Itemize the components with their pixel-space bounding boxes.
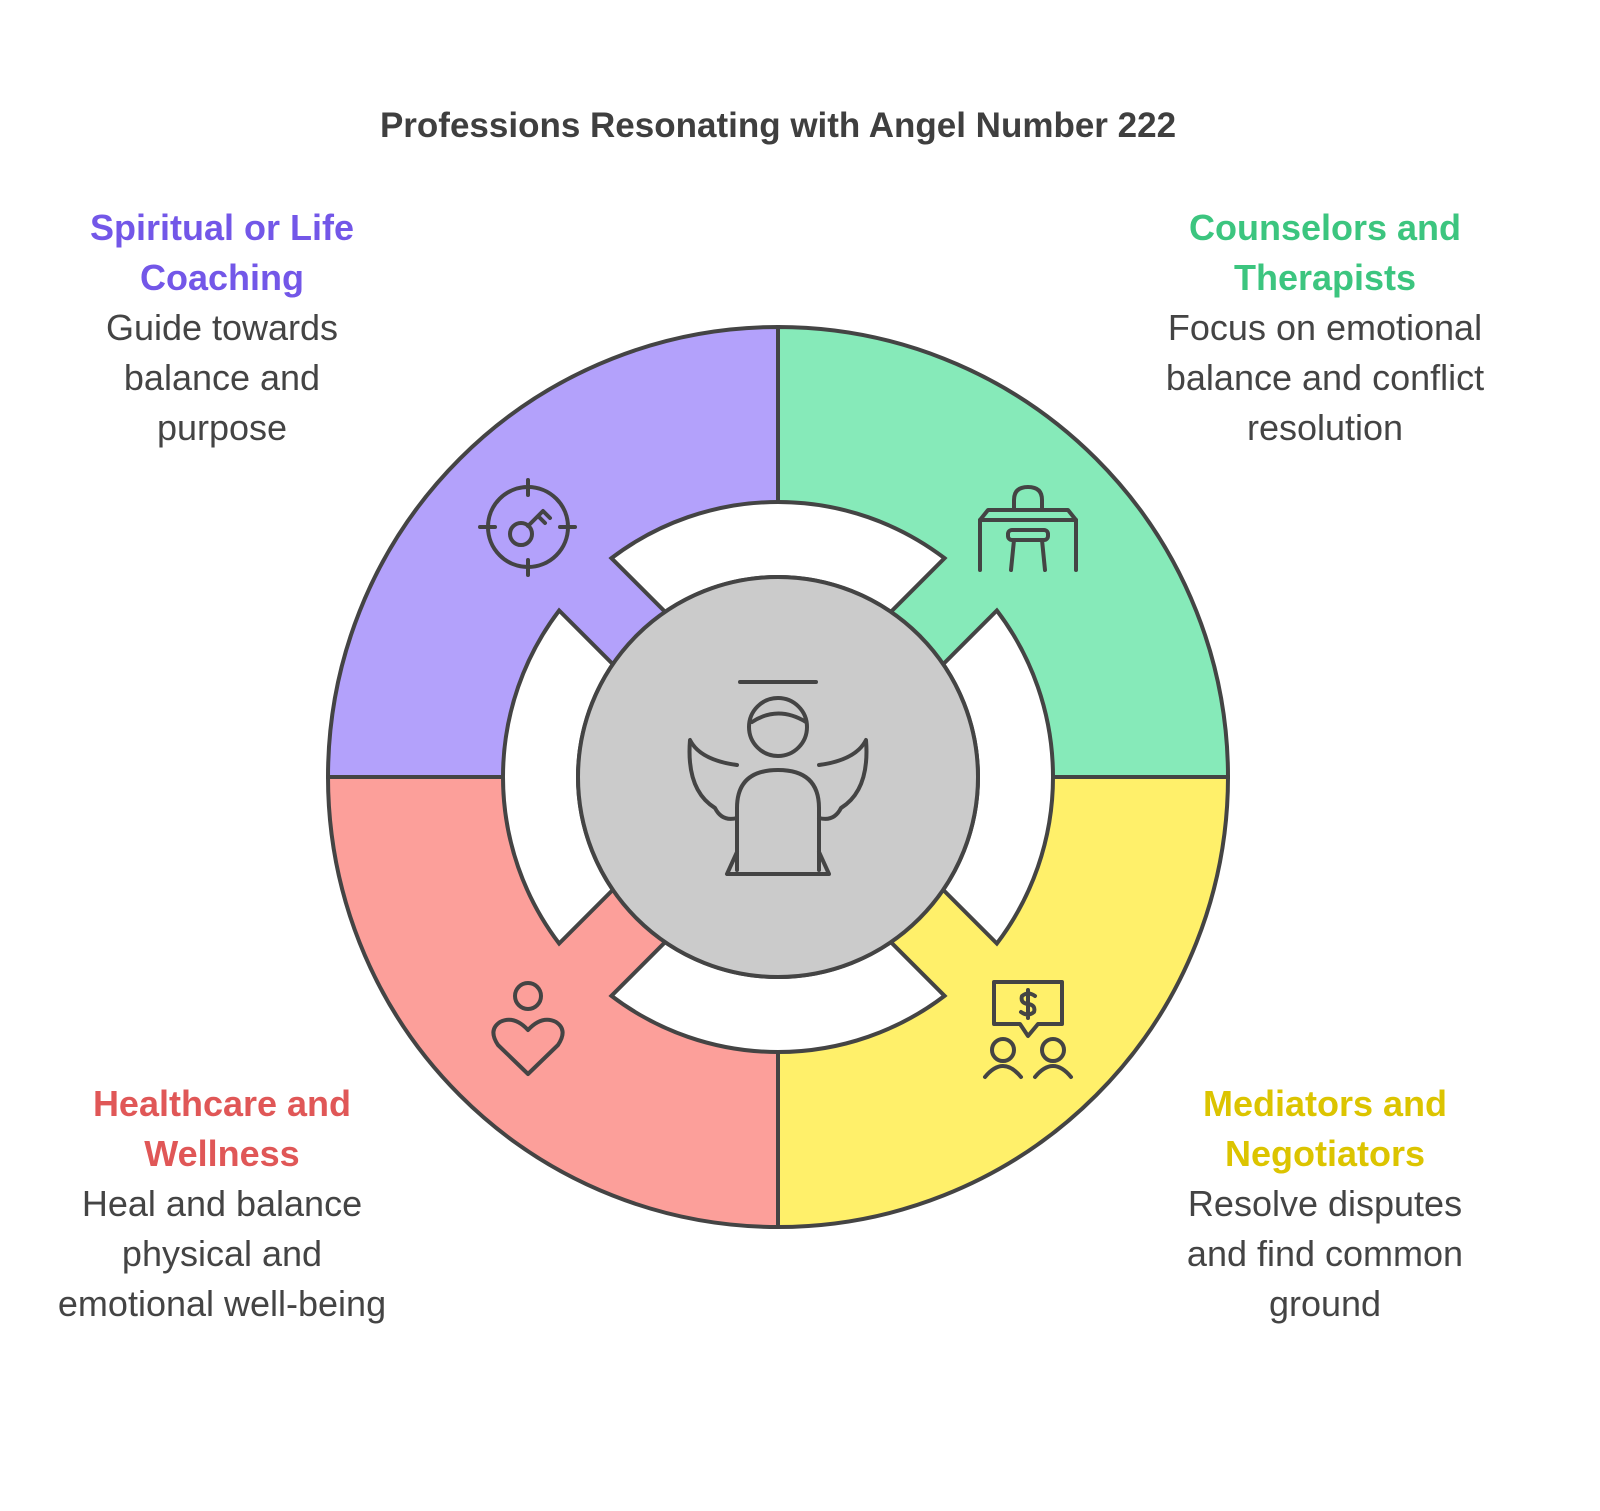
section-description: Heal and balance physical and emotional … <box>57 1183 387 1324</box>
section-title: Spiritual or Life Coaching <box>89 207 355 298</box>
section-spiritual: Spiritual or Life Coaching Guide towards… <box>32 203 412 453</box>
section-description: Focus on emotional balance and conflict … <box>1165 307 1485 448</box>
person-heart-icon <box>491 981 565 1076</box>
section-healthcare: Healthcare and Wellness Heal and balance… <box>32 1079 412 1329</box>
section-mediators: Mediators and Negotiators Resolve disput… <box>1135 1079 1515 1329</box>
section-title: Counselors and Therapists <box>1188 207 1462 298</box>
section-description: Resolve disputes and find common ground <box>1186 1183 1464 1324</box>
section-counselors: Counselors and Therapists Focus on emoti… <box>1135 203 1515 453</box>
target-key-icon <box>478 478 577 577</box>
diagram-title: Professions Resonating with Angel Number… <box>379 106 1177 145</box>
center-circle <box>576 575 980 979</box>
section-description: Guide towards balance and purpose <box>105 307 339 448</box>
negotiation-icon <box>983 980 1073 1079</box>
therapy-desk-icon <box>978 485 1078 572</box>
section-title: Healthcare and Wellness <box>92 1083 352 1174</box>
section-title: Mediators and Negotiators <box>1202 1083 1448 1174</box>
angel-icon <box>687 680 869 876</box>
